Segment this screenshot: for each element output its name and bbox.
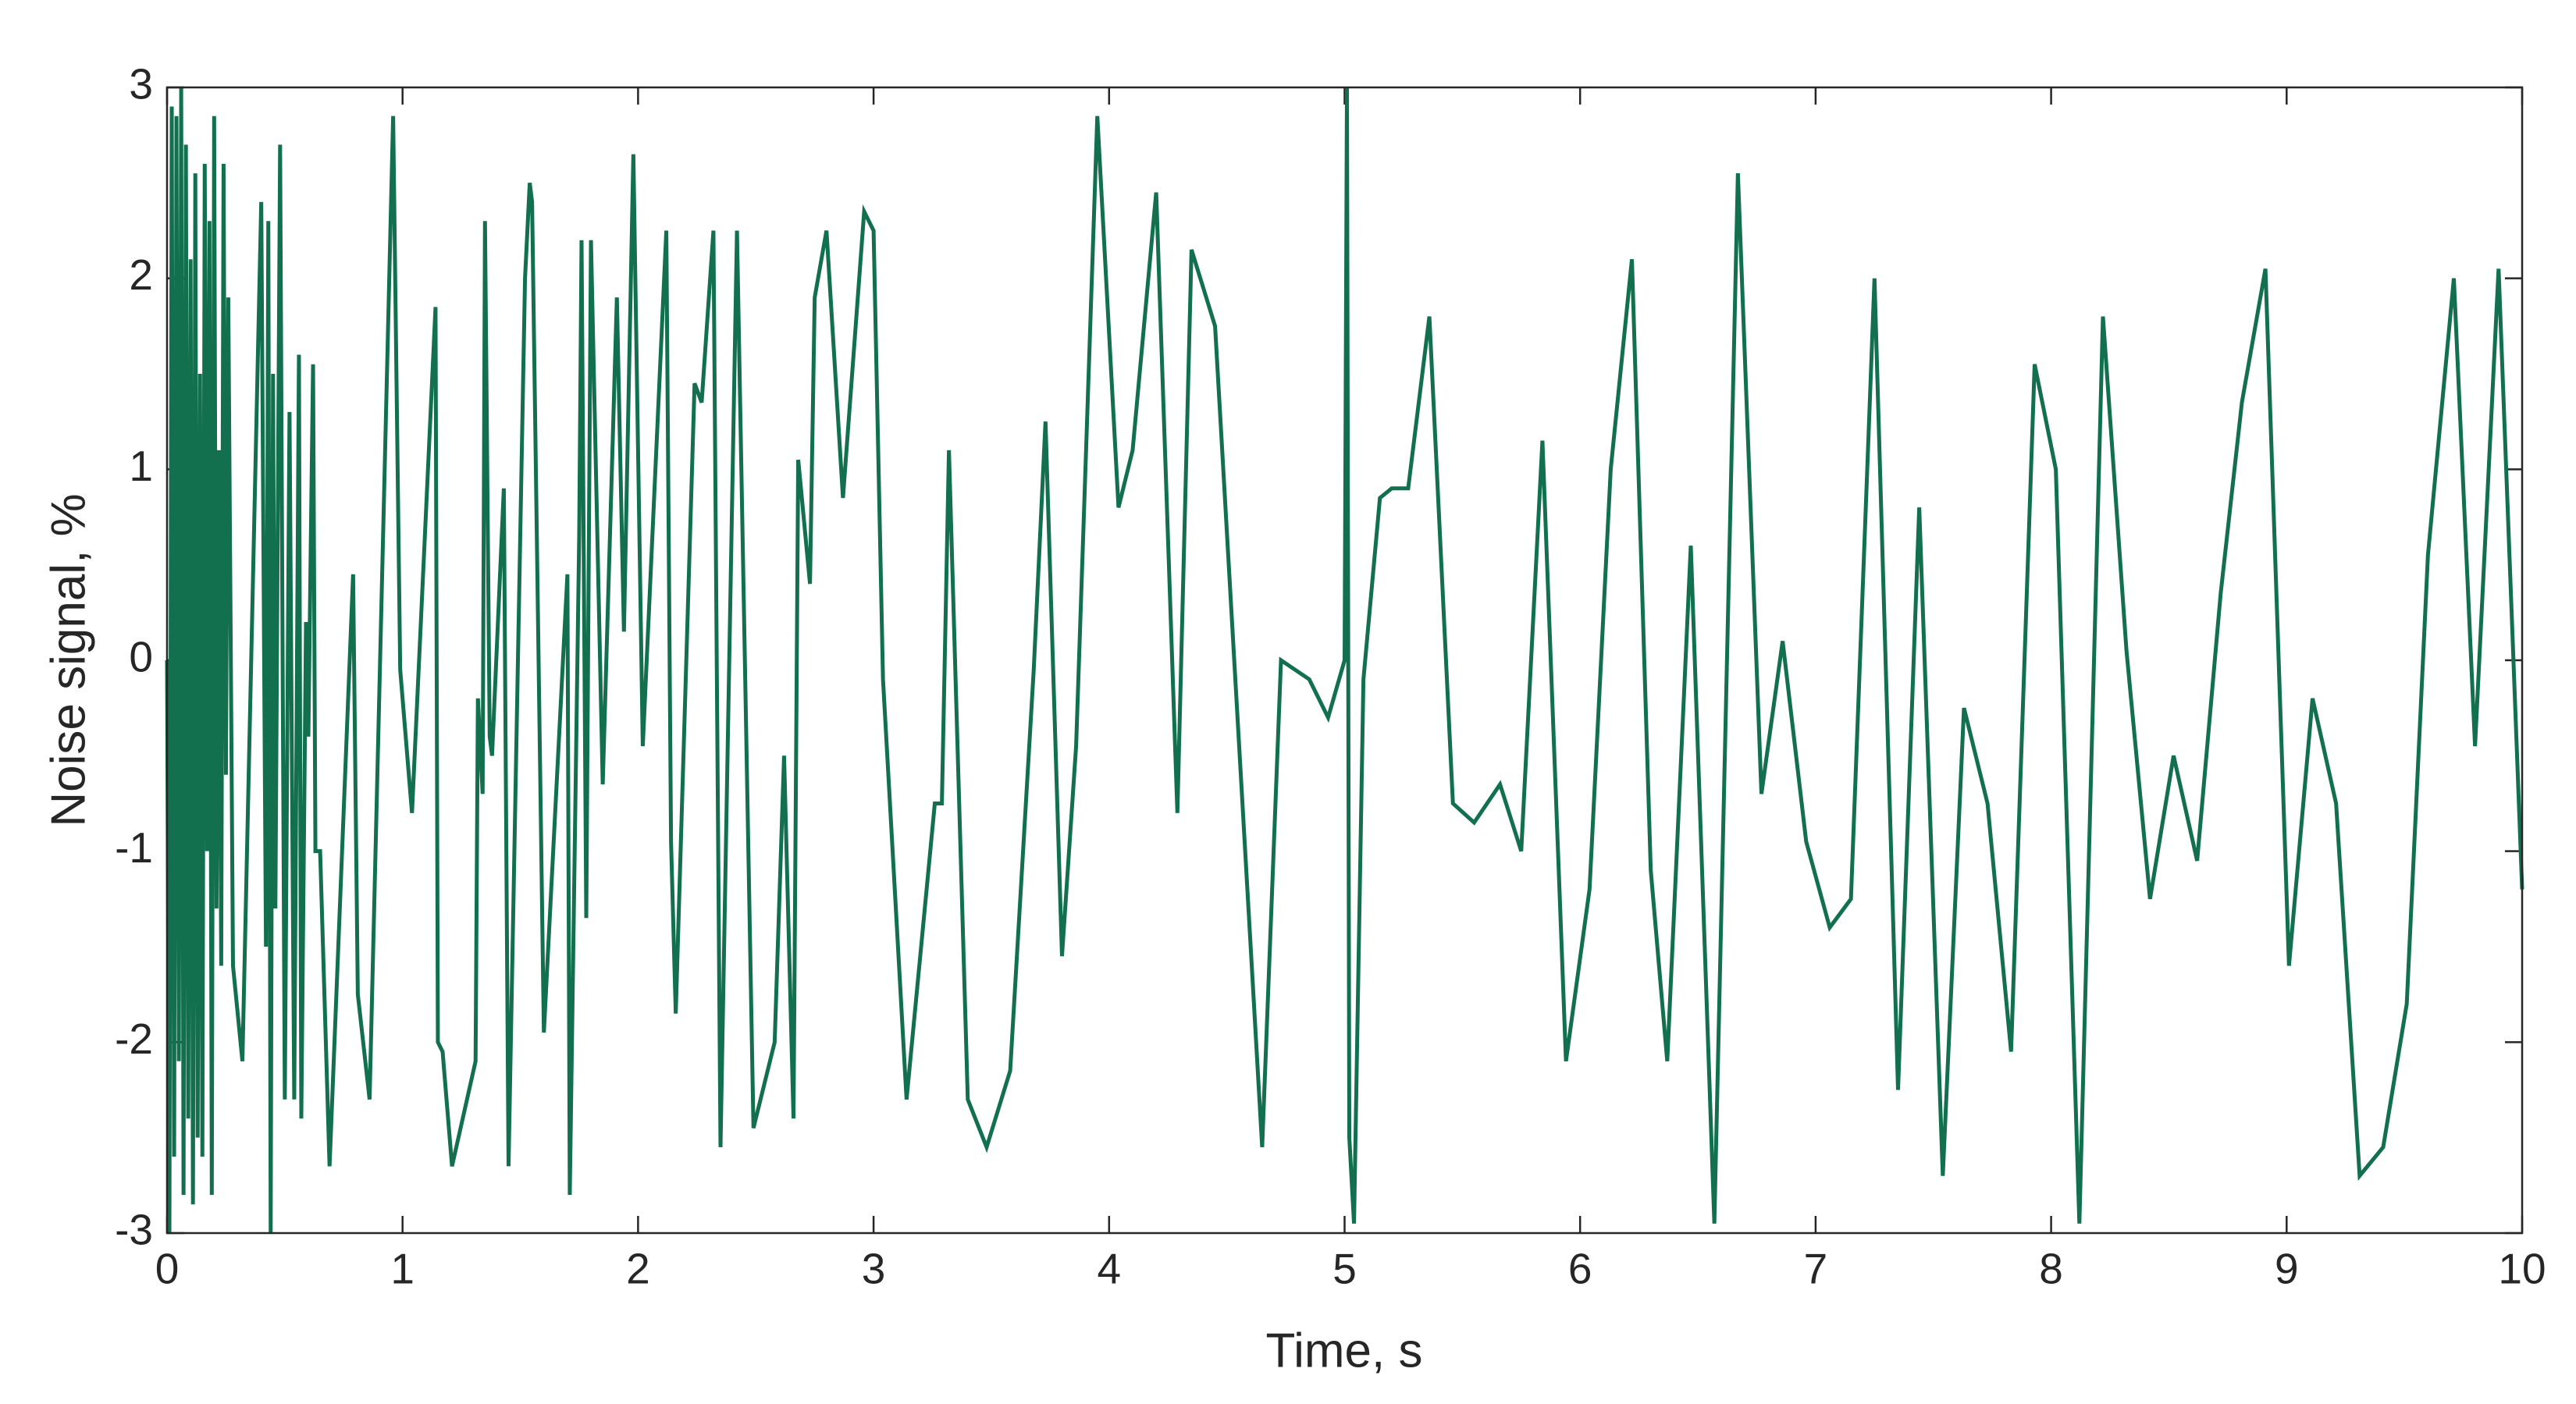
y-tick-label: 0	[129, 633, 153, 681]
x-tick-label: 2	[626, 1245, 650, 1293]
x-tick-label: 1	[390, 1245, 415, 1293]
y-tick-label: -3	[115, 1206, 153, 1254]
plot-frame	[165, 86, 2524, 1235]
y-tick-label: 1	[129, 442, 153, 490]
x-tick-label: 7	[1804, 1245, 1828, 1293]
x-axis-label: Time, s	[1266, 1324, 1423, 1377]
signal-line	[165, 87, 2524, 1234]
x-tick-label: 6	[1568, 1245, 1592, 1293]
x-tick-label: 10	[2498, 1245, 2546, 1293]
x-tick-label: 5	[1332, 1245, 1357, 1293]
x-tick-label: 0	[155, 1245, 180, 1293]
y-axis-label: Noise signal, %	[41, 493, 95, 826]
x-tick-label: 3	[862, 1245, 886, 1293]
x-tick-label: 4	[1098, 1245, 1122, 1293]
y-tick-label: -1	[115, 823, 153, 872]
y-tick-label: 3	[129, 60, 153, 108]
x-tick-label: 9	[2275, 1245, 2299, 1293]
x-tick-label: 8	[2039, 1245, 2063, 1293]
y-tick-label: -2	[115, 1015, 153, 1063]
y-tick-label: 2	[129, 251, 153, 299]
